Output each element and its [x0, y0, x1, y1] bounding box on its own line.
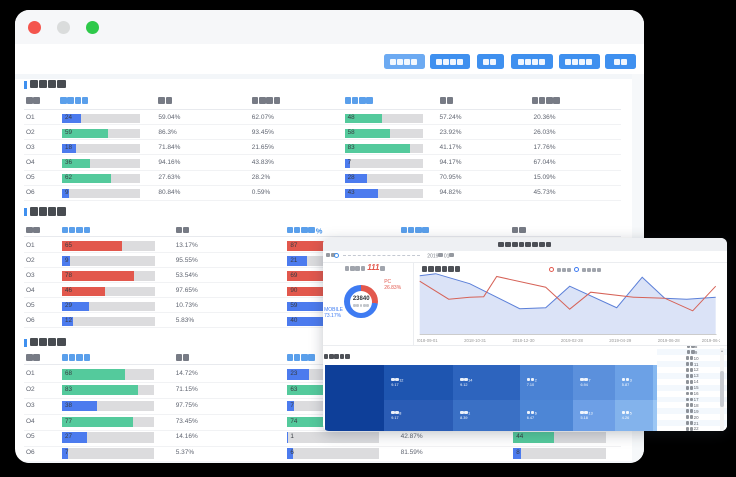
svg-text:2019-06-28: 2019-06-28	[658, 338, 681, 343]
svg-text:2018-12-30: 2018-12-30	[513, 338, 536, 343]
svg-text:2019-02-28: 2019-02-28	[561, 338, 584, 343]
svg-text:2019-04-29: 2019-04-29	[610, 338, 633, 343]
svg-text:2018-09-01: 2018-09-01	[417, 338, 438, 343]
svg-text:2019-06-27: 2019-06-27	[702, 338, 720, 343]
svg-text:2018-10-31: 2018-10-31	[464, 338, 487, 343]
